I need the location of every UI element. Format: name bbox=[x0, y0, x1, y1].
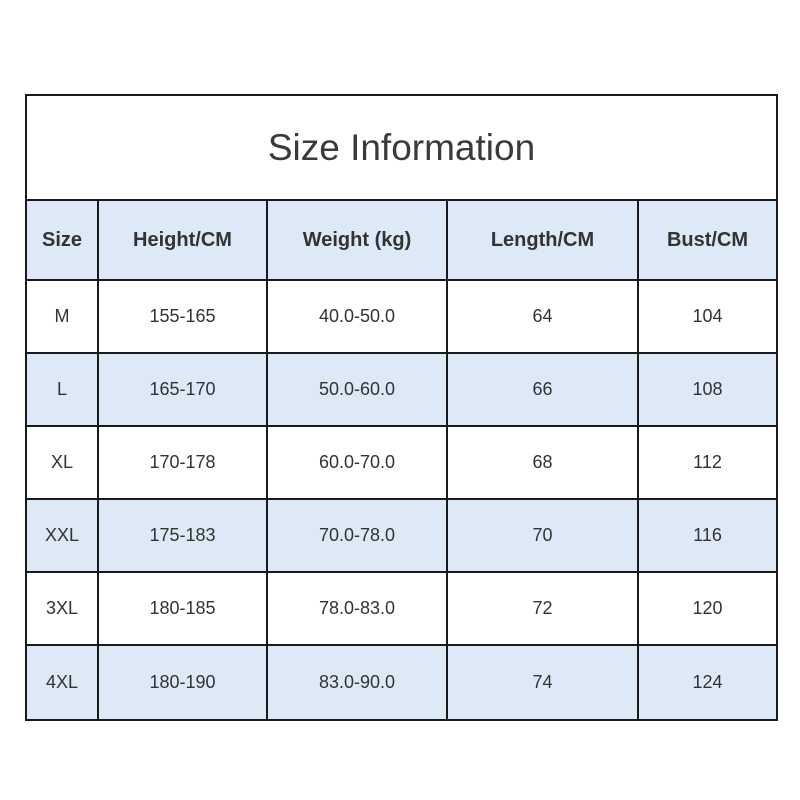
cell-bust: 108 bbox=[692, 379, 723, 399]
cell-weight: 78.0-83.0 bbox=[268, 573, 448, 644]
cell-weight: 50.0-60.0 bbox=[268, 354, 448, 425]
cell-bust: 104 bbox=[692, 306, 723, 326]
header-size: Size bbox=[27, 201, 99, 279]
cell-size: XL bbox=[27, 427, 99, 498]
cell-length: 72 bbox=[448, 573, 639, 644]
cell-size: L bbox=[27, 354, 99, 425]
cell-length: 68 bbox=[448, 427, 639, 498]
cell-weight: 83.0-90.0 bbox=[268, 646, 448, 719]
cell-length: 64 bbox=[448, 281, 639, 352]
cell-bust: 124 bbox=[692, 672, 723, 692]
cell-bust: 112 bbox=[693, 452, 722, 472]
table-row: L 165-170 50.0-60.0 66 108 bbox=[27, 354, 776, 427]
header-row: Size Height/CM Weight (kg) Length/CM Bus… bbox=[27, 201, 776, 281]
cell-weight: 70.0-78.0 bbox=[268, 500, 448, 571]
cell-height: 180-185 bbox=[99, 573, 268, 644]
header-length: Length/CM bbox=[448, 201, 639, 279]
table-row: M 155-165 40.0-50.0 64 104 bbox=[27, 281, 776, 354]
size-table: Size Information Size Height/CM Weight (… bbox=[25, 94, 778, 721]
cell-height: 155-165 bbox=[99, 281, 268, 352]
cell-height: 170-178 bbox=[99, 427, 268, 498]
cell-size: M bbox=[27, 281, 99, 352]
table-row: 4XL 180-190 83.0-90.0 74 124 bbox=[27, 646, 776, 719]
cell-bust: 120 bbox=[692, 598, 723, 618]
cell-height: 180-190 bbox=[99, 646, 268, 719]
cell-size: 4XL bbox=[27, 646, 99, 719]
header-height: Height/CM bbox=[99, 201, 268, 279]
table-row: 3XL 180-185 78.0-83.0 72 120 bbox=[27, 573, 776, 646]
cell-height: 175-183 bbox=[99, 500, 268, 571]
cell-weight: 40.0-50.0 bbox=[268, 281, 448, 352]
header-bust: Bust/CM bbox=[666, 228, 749, 251]
cell-size: XXL bbox=[27, 500, 99, 571]
cell-bust: 116 bbox=[693, 525, 722, 545]
table-row: XXL 175-183 70.0-78.0 70 116 bbox=[27, 500, 776, 573]
header-weight: Weight (kg) bbox=[268, 201, 448, 279]
cell-height: 165-170 bbox=[99, 354, 268, 425]
table-title: Size Information bbox=[27, 96, 776, 201]
table-row: XL 170-178 60.0-70.0 68 112 bbox=[27, 427, 776, 500]
cell-length: 74 bbox=[448, 646, 639, 719]
cell-weight: 60.0-70.0 bbox=[268, 427, 448, 498]
cell-size: 3XL bbox=[27, 573, 99, 644]
cell-length: 70 bbox=[448, 500, 639, 571]
cell-length: 66 bbox=[448, 354, 639, 425]
